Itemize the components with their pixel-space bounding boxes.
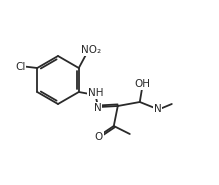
Text: O: O [95, 132, 103, 142]
Text: NO₂: NO₂ [81, 45, 101, 55]
Text: Cl: Cl [15, 62, 25, 72]
Text: N: N [94, 103, 102, 113]
Text: OH: OH [135, 79, 151, 89]
Text: N: N [154, 104, 162, 114]
Text: NH: NH [88, 88, 104, 98]
